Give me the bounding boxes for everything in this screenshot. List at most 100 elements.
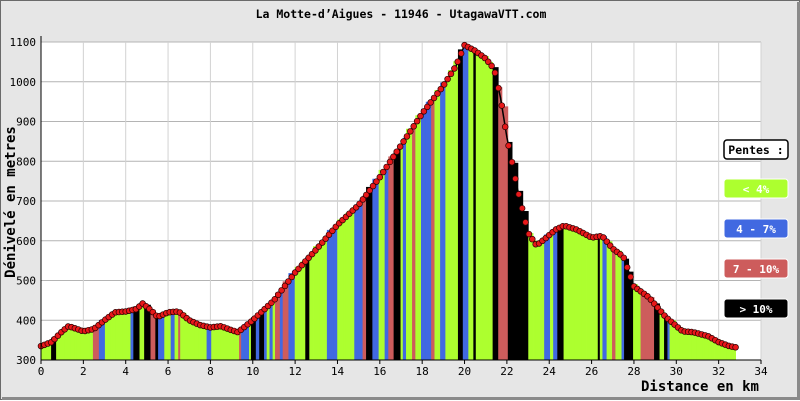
x-tick-label: 6	[165, 365, 172, 378]
slope-strip	[354, 204, 360, 360]
slope-strip	[41, 344, 46, 360]
slope-strip	[98, 319, 106, 360]
slope-strip	[457, 49, 464, 360]
profile-point	[501, 123, 509, 131]
slope-fills	[41, 47, 736, 361]
slope-strip	[453, 61, 459, 361]
profile-point	[491, 69, 499, 77]
profile-point	[285, 278, 292, 285]
profile-point	[393, 148, 401, 155]
slope-strip	[542, 239, 545, 360]
profile-point	[359, 196, 367, 203]
x-tick-label: 16	[373, 365, 386, 378]
profile-point	[363, 191, 370, 199]
slope-strip	[612, 247, 616, 360]
slope-strip	[89, 329, 94, 360]
slope-strip	[648, 297, 655, 360]
slope-strip	[482, 56, 489, 361]
profile-point	[512, 175, 519, 182]
slope-strip	[702, 334, 705, 360]
slope-strip	[51, 337, 57, 360]
slope-strip	[139, 304, 145, 360]
slope-strip	[359, 199, 363, 360]
slope-strip	[244, 323, 250, 360]
y-axis-label: Dénivelé en metres	[3, 126, 19, 278]
profile-point	[623, 264, 631, 271]
slope-strip	[60, 329, 66, 360]
profile-point	[281, 282, 289, 290]
profile-point	[484, 58, 492, 66]
profile-point	[498, 102, 506, 109]
profile-point	[396, 143, 404, 150]
profile-point	[410, 123, 417, 130]
slope-strip	[492, 67, 499, 360]
x-tick-label: 18	[416, 365, 429, 378]
slope-strip	[250, 317, 257, 360]
slope-strip	[637, 288, 641, 360]
slope-strip	[388, 156, 395, 360]
y-tick-label: 600	[16, 235, 36, 248]
x-tick-label: 14	[331, 365, 345, 378]
x-tick-label: 24	[543, 365, 557, 378]
slope-strip	[264, 307, 268, 360]
profile-point	[515, 191, 522, 198]
slope-strip	[362, 195, 367, 360]
legend: Pentes : < 4% 4 - 7% 7 - 10% > 10%	[723, 139, 789, 319]
slope-strip	[158, 313, 165, 360]
slope-strip	[544, 234, 551, 360]
slope-strip	[434, 89, 441, 361]
slope-strip	[550, 231, 554, 360]
profile-point	[522, 219, 529, 226]
slope-strip	[522, 211, 529, 360]
slope-strip	[74, 328, 77, 360]
slope-strip	[155, 314, 159, 360]
slope-strip	[170, 311, 175, 360]
profile-point	[420, 108, 428, 115]
x-tick-label: 10	[246, 365, 259, 378]
profile-point	[600, 234, 607, 241]
slope-strip	[180, 312, 187, 360]
slope-strip	[233, 330, 240, 360]
slope-strip	[533, 240, 537, 360]
slope-strip	[185, 317, 189, 360]
y-tick-labels: 300 400 500 600 700 800 900 1000 1100	[10, 36, 37, 367]
slope-strip	[84, 329, 90, 360]
slope-strip	[406, 128, 413, 360]
slope-strip	[110, 314, 114, 360]
slope-strip	[528, 233, 534, 360]
profile-point	[627, 273, 634, 281]
slope-strip	[288, 273, 296, 360]
slope-strip	[130, 309, 134, 360]
slope-strip	[366, 186, 373, 360]
profile-point	[508, 158, 516, 166]
profile-point	[447, 70, 455, 78]
profile-point	[278, 287, 285, 294]
profile-point	[525, 230, 533, 238]
slope-strip	[714, 339, 722, 360]
slope-strip	[711, 337, 715, 360]
x-tick-label: 2	[80, 365, 87, 378]
legend-label: > 10%	[739, 303, 772, 316]
slope-strip	[566, 226, 570, 360]
slope-strip	[104, 317, 110, 360]
slope-strip	[563, 225, 567, 360]
slope-strip	[92, 324, 100, 360]
profile-point	[366, 187, 373, 194]
slope-strip	[402, 137, 407, 360]
profile-point	[417, 112, 424, 120]
slope-strip	[557, 225, 564, 360]
slope-strip	[597, 236, 601, 360]
slope-strip	[203, 325, 208, 360]
slope-strip	[420, 108, 427, 360]
slope-strip	[133, 306, 140, 360]
slope-strip	[581, 231, 587, 360]
slope-strip	[624, 258, 630, 360]
profile-point	[451, 65, 458, 72]
profile-markers	[37, 41, 739, 351]
slope-strip	[535, 241, 543, 360]
slope-strip	[309, 253, 314, 360]
slope-strip	[333, 225, 338, 360]
slope-strip	[112, 312, 116, 360]
legend-swatch	[723, 218, 789, 239]
